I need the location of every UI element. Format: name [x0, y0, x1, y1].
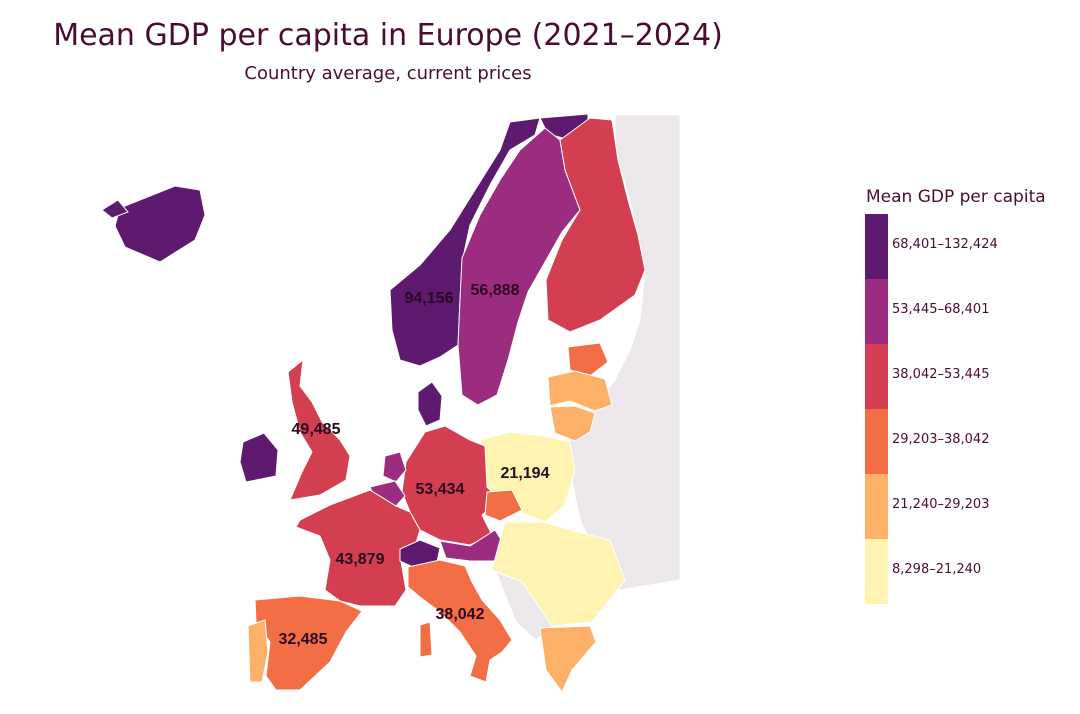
legend-swatch: [865, 279, 888, 344]
region-norway[interactable]: [389, 117, 541, 367]
legend-swatch: [865, 409, 888, 474]
value-label: 56,888: [471, 282, 520, 299]
value-label: 49,485: [292, 421, 341, 438]
region-italy[interactable]: [407, 559, 513, 683]
value-label: 43,879: [336, 551, 385, 568]
region-portugal[interactable]: [247, 619, 269, 683]
value-label: 53,434: [416, 481, 465, 498]
region-ireland[interactable]: [239, 432, 279, 483]
legend-label: 21,240–29,203: [892, 497, 990, 512]
region-finland[interactable]: [545, 117, 646, 333]
chart-subtitle: Country average, current prices: [244, 63, 532, 84]
legend-label: 8,298–21,240: [892, 562, 982, 577]
region-estonia[interactable]: [567, 342, 609, 377]
region-denmark[interactable]: [417, 381, 443, 427]
region-sardinia[interactable]: [419, 621, 433, 658]
value-label: 21,194: [501, 465, 550, 482]
legend-label: 38,042–53,445: [892, 367, 990, 382]
legend-swatch: [865, 344, 888, 409]
legend-swatch: [865, 214, 888, 279]
legend-swatch: [865, 539, 888, 604]
legend-label: 68,401–132,424: [892, 237, 998, 252]
value-label: 32,485: [279, 631, 328, 648]
region-latvia[interactable]: [547, 370, 613, 412]
region-greece[interactable]: [539, 625, 597, 693]
legend-label: 29,203–38,042: [892, 432, 990, 447]
value-label: 94,156: [405, 290, 454, 307]
region-iceland[interactable]: [114, 185, 206, 263]
region-netherlands[interactable]: [382, 451, 407, 483]
region-france[interactable]: [295, 489, 421, 607]
legend-title: Mean GDP per capita: [866, 187, 1046, 207]
value-label: 38,042: [436, 606, 485, 623]
region-spain[interactable]: [254, 595, 363, 691]
chart-title: Mean GDP per capita in Europe (2021–2024…: [53, 18, 723, 53]
legend-swatch: [865, 474, 888, 539]
region-iceland-west[interactable]: [101, 199, 129, 219]
region-lithuania[interactable]: [549, 405, 596, 442]
region-sweden[interactable]: [457, 127, 581, 406]
legend-label: 53,445–68,401: [892, 302, 990, 317]
region-czechia[interactable]: [484, 489, 523, 522]
region-uk[interactable]: [287, 358, 351, 501]
